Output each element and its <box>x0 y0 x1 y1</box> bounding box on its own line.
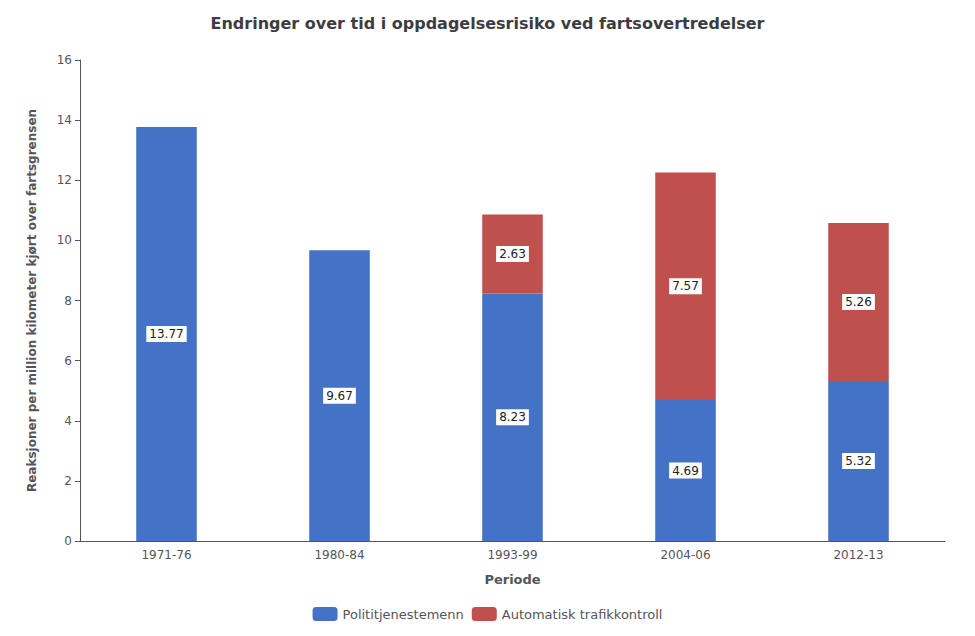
svg-text:Periode: Periode <box>484 572 540 587</box>
svg-text:Reaksjoner per million kilomet: Reaksjoner per million kilometer kjørt o… <box>25 109 39 492</box>
svg-text:2012-13: 2012-13 <box>833 548 883 562</box>
svg-text:9.67: 9.67 <box>326 389 353 403</box>
svg-text:7.57: 7.57 <box>672 279 699 293</box>
svg-text:10: 10 <box>57 233 72 247</box>
svg-text:2.63: 2.63 <box>499 247 526 261</box>
svg-text:1993-99: 1993-99 <box>487 548 537 562</box>
svg-text:2: 2 <box>64 474 72 488</box>
svg-text:Polititjenestemenn: Polititjenestemenn <box>343 607 464 622</box>
svg-text:1971-76: 1971-76 <box>141 548 191 562</box>
svg-text:12: 12 <box>57 173 72 187</box>
svg-text:5.32: 5.32 <box>845 454 872 468</box>
svg-text:4: 4 <box>64 414 72 428</box>
svg-text:16: 16 <box>57 53 72 67</box>
svg-text:14: 14 <box>57 113 72 127</box>
svg-text:8.23: 8.23 <box>499 410 526 424</box>
svg-text:Automatisk trafikkontroll: Automatisk trafikkontroll <box>502 607 663 622</box>
svg-text:0: 0 <box>64 534 72 548</box>
svg-text:5.26: 5.26 <box>845 295 872 309</box>
svg-text:6: 6 <box>64 354 72 368</box>
svg-text:13.77: 13.77 <box>149 327 183 341</box>
svg-text:Endringer over tid i oppdagels: Endringer over tid i oppdagelsesrisiko v… <box>211 14 765 33</box>
svg-text:8: 8 <box>64 294 72 308</box>
svg-text:1980-84: 1980-84 <box>314 548 364 562</box>
svg-text:2004-06: 2004-06 <box>660 548 710 562</box>
svg-text:4.69: 4.69 <box>672 464 699 478</box>
